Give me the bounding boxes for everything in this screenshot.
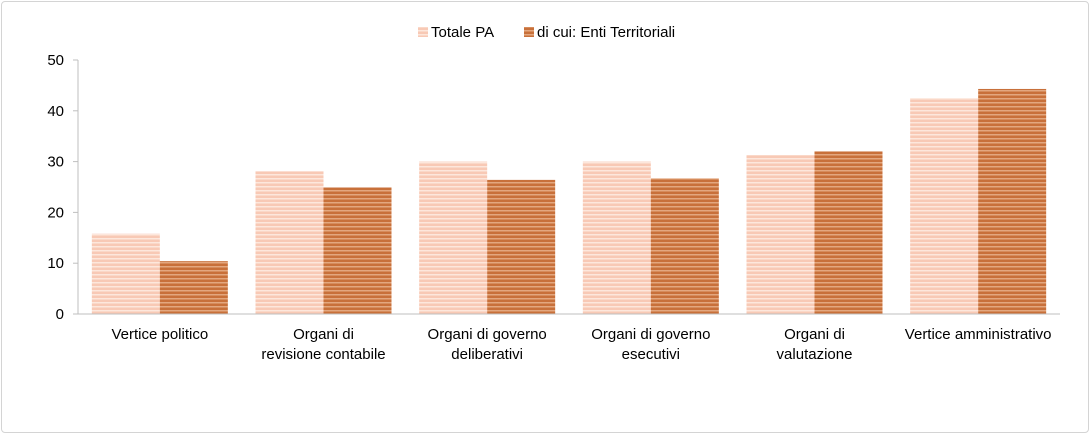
x-category-label-line: Organi di	[293, 326, 354, 343]
x-category-label-line: revisione contabile	[261, 346, 385, 363]
x-category-label-line: Organi di governo	[591, 326, 710, 343]
y-tick-label: 0	[56, 306, 64, 323]
x-category-label: Vertice politico	[111, 326, 208, 343]
bar-totale-pa	[419, 161, 488, 314]
y-tick-label: 20	[47, 204, 64, 221]
legend-swatch-totale-pa	[418, 27, 428, 37]
bar-enti-territoriali	[159, 261, 228, 314]
bars	[91, 88, 1047, 315]
x-category-label-line: deliberativi	[451, 346, 523, 363]
x-category-label: Vertice amministrativo	[905, 326, 1052, 343]
x-axis: Vertice politico Organi di revisione conta…	[78, 313, 1060, 363]
legend-label: Totale PA	[431, 24, 494, 41]
bar-enti-territoriali	[814, 151, 883, 314]
x-category-label-line: Vertice politico	[111, 326, 208, 343]
y-tick-label: 10	[47, 255, 64, 272]
y-tick-label: 40	[47, 103, 64, 120]
x-category-label: Organi di valutazione	[777, 326, 853, 363]
legend-swatch-enti-territoriali	[524, 27, 534, 37]
bar-totale-pa	[910, 98, 979, 314]
legend: Totale PA di cui: Enti Territoriali	[418, 24, 675, 41]
x-category-label: Organi di revisione contabile	[261, 326, 385, 363]
x-category-label-line: esecutivi	[622, 346, 680, 363]
legend-label: di cui: Enti Territoriali	[537, 24, 675, 41]
x-category-label-line: Organi di governo	[428, 326, 547, 343]
x-category-label: Organi di governo esecutivi	[591, 326, 710, 363]
x-category-label-line: Vertice amministrativo	[905, 326, 1052, 343]
bar-totale-pa	[746, 154, 815, 314]
x-category-label: Organi di governo deliberativi	[428, 326, 547, 363]
bar-enti-territoriali	[487, 179, 556, 314]
x-category-label-line: Organi di	[784, 326, 845, 343]
y-tick-label: 50	[47, 52, 64, 69]
bar-enti-territoriali	[650, 178, 719, 314]
bar-totale-pa	[582, 161, 651, 314]
bar-enti-territoriali	[323, 187, 392, 314]
x-category-label-line: valutazione	[777, 346, 853, 363]
bar-enti-territoriali	[978, 88, 1047, 315]
bar-totale-pa	[91, 233, 160, 314]
y-axis: 0 10 20 30 40 50	[47, 52, 79, 323]
bar-totale-pa	[255, 171, 324, 314]
y-tick-label: 30	[47, 154, 64, 171]
